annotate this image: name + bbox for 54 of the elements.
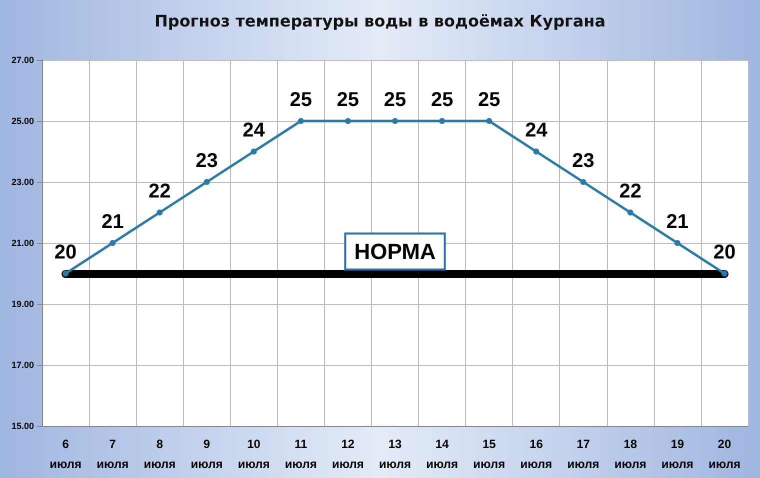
point (721, 270, 728, 276)
point (580, 179, 586, 185)
point (344, 118, 351, 124)
data-label: 22 (619, 180, 642, 202)
point (439, 118, 446, 124)
data-label: 24 (525, 120, 548, 142)
data-label: 23 (572, 150, 594, 172)
point (486, 118, 492, 124)
data-label: 24 (242, 120, 266, 142)
x-tick-label: 13 июля (379, 437, 411, 471)
x-tick-label: 18 июля (614, 437, 646, 471)
point (156, 210, 163, 216)
x-tick-label: 17 июля (567, 437, 600, 471)
data-label: 25 (430, 89, 454, 111)
y-tick-label: 15.00 (11, 421, 34, 431)
y-tick-label: 21.00 (11, 238, 34, 248)
x-tick-label: 11 июля (284, 437, 317, 471)
x-tick-label: 12 июля (332, 437, 364, 471)
data-label: 22 (148, 180, 171, 202)
data-label: 25 (290, 89, 312, 111)
point (674, 240, 680, 246)
data-label: 21 (666, 211, 689, 233)
data-label: 25 (478, 89, 500, 111)
point (392, 118, 398, 124)
point (533, 148, 540, 154)
point (62, 270, 69, 276)
chart-title: Прогноз температуры воды в водоёмах Кургана (154, 12, 606, 30)
x-tick-label: 10 июля (238, 437, 270, 471)
x-tick-label: 9 июля (190, 437, 223, 471)
x-tick-label: 8 июля (144, 437, 176, 471)
y-tick-label: 19.00 (11, 299, 34, 309)
y-tick-label: 17.00 (11, 360, 34, 370)
point (250, 148, 257, 154)
data-label: 20 (54, 242, 77, 264)
y-tick-label: 25.00 (11, 116, 34, 126)
data-label: 25 (384, 89, 406, 111)
y-tick-label: 27.00 (11, 55, 34, 65)
point (204, 179, 210, 185)
x-tick-label: 19 июля (661, 437, 694, 471)
x-tick-label: 16 июля (520, 437, 552, 471)
point (298, 118, 304, 124)
data-label: 20 (713, 242, 736, 264)
x-tick-label: 14 июля (426, 437, 458, 471)
data-label: 25 (336, 89, 360, 111)
x-tick-label: 15 июля (473, 437, 506, 471)
x-tick-label: 7 июля (96, 437, 129, 471)
x-tick-label: 6 июля (50, 437, 82, 471)
data-label: 23 (196, 150, 218, 172)
x-tick-label: 20 июля (708, 437, 740, 471)
y-tick-label: 23.00 (11, 177, 34, 187)
point (627, 210, 634, 216)
data-label: 21 (101, 211, 124, 233)
ref-line-label: НОРМА (354, 239, 436, 264)
point (110, 240, 116, 246)
